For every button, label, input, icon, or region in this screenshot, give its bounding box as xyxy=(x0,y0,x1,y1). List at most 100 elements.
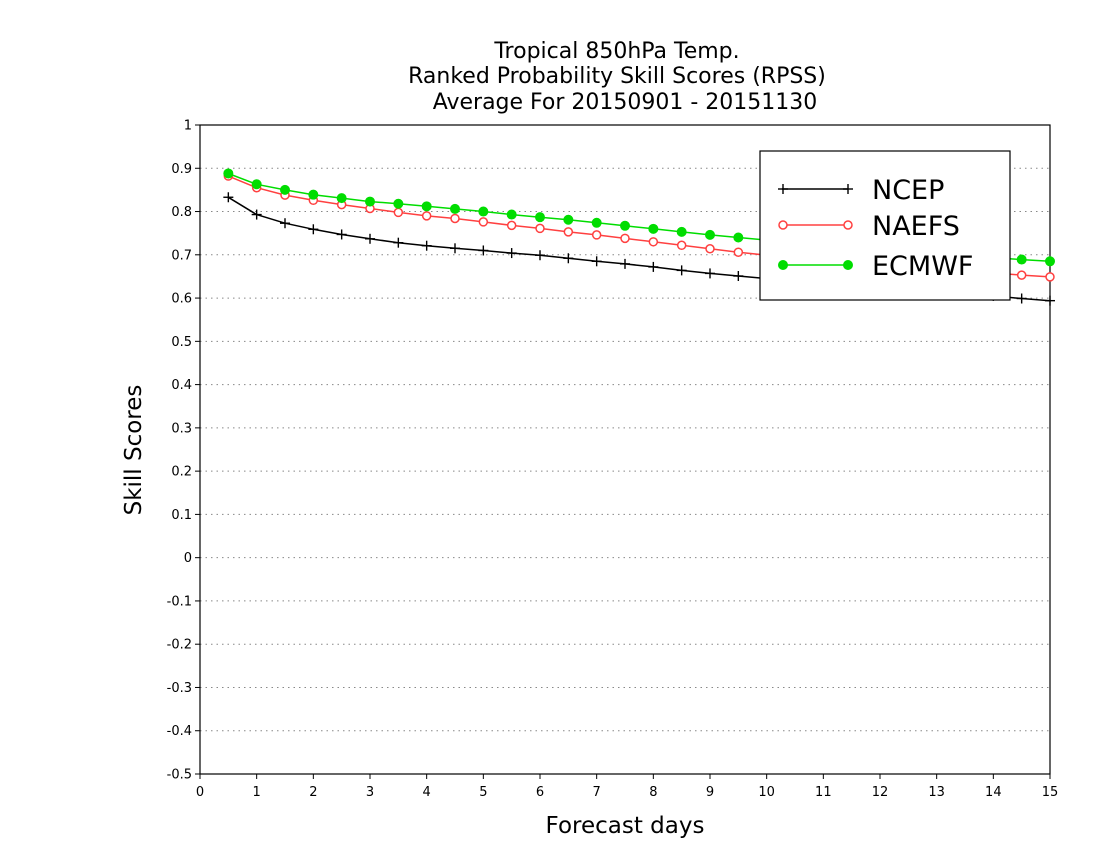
x-tick-label: 8 xyxy=(649,785,657,800)
data-point-ncep xyxy=(648,261,659,272)
data-point-ncep xyxy=(223,192,234,203)
data-point-ecmwf xyxy=(450,203,460,214)
legend: NCEP NAEFS ECMWF xyxy=(759,150,1011,301)
data-point-naefs xyxy=(620,233,630,244)
x-tick-label: 2 xyxy=(309,785,317,800)
x-tick-label: 1 xyxy=(253,785,261,800)
y-axis-label: Skill Scores xyxy=(121,385,147,516)
legend-marker-ecmwf xyxy=(843,260,853,270)
x-tick-label: 3 xyxy=(366,785,374,800)
y-tick-label: -0.1 xyxy=(167,594,192,609)
data-point-ncep xyxy=(705,268,715,279)
data-point-ncep xyxy=(1016,293,1027,304)
y-tick-label: 0.4 xyxy=(171,378,192,393)
legend-label-ecmwf: ECMWF xyxy=(872,251,973,282)
x-tick-label: 14 xyxy=(985,785,1002,800)
data-point-ecmwf xyxy=(620,220,630,231)
data-point-ncep xyxy=(365,233,375,244)
data-point-ncep xyxy=(563,253,574,264)
x-tick-label: 10 xyxy=(758,785,775,800)
y-tick-label: -0.2 xyxy=(167,638,192,653)
data-point-ncep xyxy=(676,265,687,276)
title-line-3: Average For 20150901 - 20151130 xyxy=(433,90,818,115)
data-point-naefs xyxy=(506,220,517,231)
gridlines xyxy=(200,167,1050,732)
legend-marker-ncep xyxy=(843,184,853,194)
y-tick-label: -0.3 xyxy=(167,681,192,696)
data-point-ecmwf xyxy=(251,179,262,190)
y-tick-label: 1 xyxy=(184,119,192,134)
chart-title: Tropical 850hPa Temp. Ranked Probability… xyxy=(408,39,826,115)
legend-marker-naefs xyxy=(843,220,853,230)
y-tick-label: 0.1 xyxy=(171,508,192,523)
y-tick-label: 0.6 xyxy=(171,292,192,307)
data-point-ecmwf xyxy=(705,229,715,240)
data-point-naefs xyxy=(705,243,715,254)
data-point-naefs xyxy=(591,230,602,240)
y-tick-label: 0.5 xyxy=(171,335,192,350)
title-line-1: Tropical 850hPa Temp. xyxy=(493,39,739,64)
data-point-naefs xyxy=(1045,272,1055,282)
y-tick-label: -0.5 xyxy=(167,768,192,783)
y-tick-label: 0.8 xyxy=(171,205,192,220)
legend-marker-naefs xyxy=(778,220,788,230)
data-point-naefs xyxy=(648,237,659,247)
legend-marker-ecmwf xyxy=(778,260,788,270)
data-point-naefs xyxy=(535,223,545,234)
legend-item-ncep: NCEP xyxy=(778,175,944,206)
data-point-ecmwf xyxy=(393,198,404,209)
data-point-ncep xyxy=(478,245,489,256)
data-point-ecmwf xyxy=(506,209,517,220)
data-point-ncep xyxy=(450,243,460,254)
x-tick-label: 13 xyxy=(928,785,945,800)
data-point-ecmwf xyxy=(336,193,347,204)
data-point-naefs xyxy=(478,217,489,227)
x-tick-label: 0 xyxy=(196,785,204,800)
y-tick-label: 0.3 xyxy=(171,421,192,436)
x-tick-label: 6 xyxy=(536,785,544,800)
x-axis-label: Forecast days xyxy=(546,813,705,839)
x-axis-ticks: 0 1 2 3 4 5 6 7 8 9 10 11 12 13 14 15 xyxy=(196,774,1058,800)
y-axis-ticks: 1 0.9 0.8 0.7 0.6 0.5 0.4 0.3 0.2 0.1 0 -0.1 -0.2 -0.… xyxy=(167,119,200,783)
data-point-ecmwf xyxy=(1016,254,1027,265)
data-point-naefs xyxy=(1016,270,1027,280)
data-point-ecmwf xyxy=(308,189,319,200)
x-tick-label: 4 xyxy=(423,785,431,800)
data-point-ecmwf xyxy=(1045,256,1055,267)
legend-marker-ncep xyxy=(778,184,788,194)
y-tick-label: 0.9 xyxy=(171,162,192,177)
data-point-ecmwf xyxy=(648,223,659,234)
data-point-ncep xyxy=(1045,295,1055,306)
data-point-ncep xyxy=(393,237,404,248)
data-point-ecmwf xyxy=(676,226,687,237)
data-point-ncep xyxy=(421,240,432,251)
data-point-ecmwf xyxy=(478,206,489,217)
data-point-ncep xyxy=(308,224,319,235)
x-tick-label: 11 xyxy=(815,785,832,800)
data-point-ecmwf xyxy=(223,168,234,179)
y-tick-label: 0 xyxy=(184,551,192,566)
title-line-2: Ranked Probability Skill Scores (RPSS) xyxy=(408,64,826,89)
x-tick-label: 12 xyxy=(872,785,889,800)
data-point-ecmwf xyxy=(563,214,574,225)
plot-frame xyxy=(199,124,1051,775)
legend-item-ecmwf: ECMWF xyxy=(778,251,973,282)
data-point-naefs xyxy=(421,211,432,221)
y-tick-label: 0.2 xyxy=(171,465,192,480)
data-point-naefs xyxy=(450,213,460,224)
data-point-ncep xyxy=(733,271,744,282)
data-point-ecmwf xyxy=(365,196,375,207)
data-point-ncep xyxy=(620,258,630,269)
data-point-ncep xyxy=(251,209,262,220)
x-tick-label: 15 xyxy=(1042,785,1059,800)
y-tick-label: -0.4 xyxy=(167,724,192,739)
data-point-ecmwf xyxy=(733,232,744,243)
data-point-ecmwf xyxy=(591,217,602,228)
data-point-ncep xyxy=(591,256,602,267)
data-point-ncep xyxy=(535,250,545,261)
x-tick-label: 9 xyxy=(706,785,714,800)
data-point-ecmwf xyxy=(421,201,432,212)
data-point-ecmwf xyxy=(535,212,545,223)
data-point-ecmwf xyxy=(280,184,290,195)
